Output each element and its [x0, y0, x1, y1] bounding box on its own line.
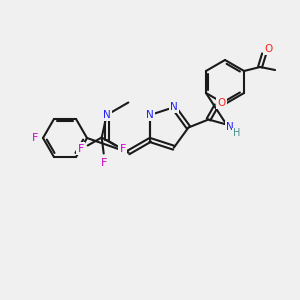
Text: N: N	[146, 110, 154, 120]
Text: N: N	[170, 102, 178, 112]
Text: F: F	[100, 158, 107, 167]
Text: H: H	[233, 128, 240, 139]
Text: F: F	[77, 143, 84, 154]
Text: N: N	[226, 122, 233, 133]
Text: O: O	[217, 98, 226, 107]
Text: F: F	[119, 143, 126, 154]
Text: N: N	[103, 110, 111, 120]
Text: F: F	[32, 133, 38, 143]
Text: O: O	[264, 44, 272, 54]
